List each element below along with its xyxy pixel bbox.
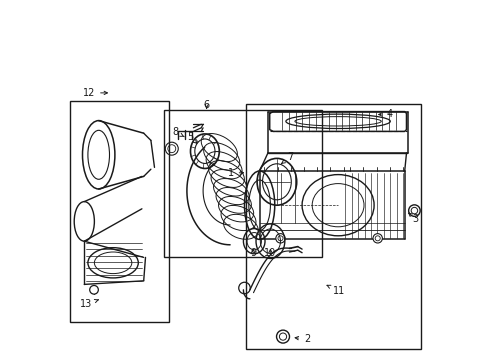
Circle shape — [279, 333, 286, 340]
Circle shape — [277, 236, 283, 241]
Circle shape — [276, 330, 289, 343]
Text: 13: 13 — [80, 299, 98, 309]
Text: 2: 2 — [295, 334, 309, 344]
Text: 8: 8 — [172, 127, 184, 138]
Circle shape — [410, 207, 417, 214]
Text: 11: 11 — [326, 285, 344, 296]
Text: 6: 6 — [203, 100, 209, 110]
Text: 7: 7 — [281, 152, 293, 163]
Circle shape — [89, 285, 98, 294]
Text: 9: 9 — [249, 248, 256, 258]
Bar — [246, 104, 420, 349]
Circle shape — [275, 234, 285, 243]
Text: 12: 12 — [82, 88, 107, 98]
Bar — [70, 101, 168, 322]
Text: 3: 3 — [408, 213, 417, 224]
Bar — [163, 110, 321, 257]
Circle shape — [408, 205, 419, 216]
Text: 1: 1 — [227, 168, 243, 178]
Text: 10: 10 — [264, 248, 276, 258]
Circle shape — [374, 236, 380, 241]
Circle shape — [372, 234, 382, 243]
Text: 5: 5 — [186, 132, 197, 143]
Text: 4: 4 — [378, 109, 392, 120]
